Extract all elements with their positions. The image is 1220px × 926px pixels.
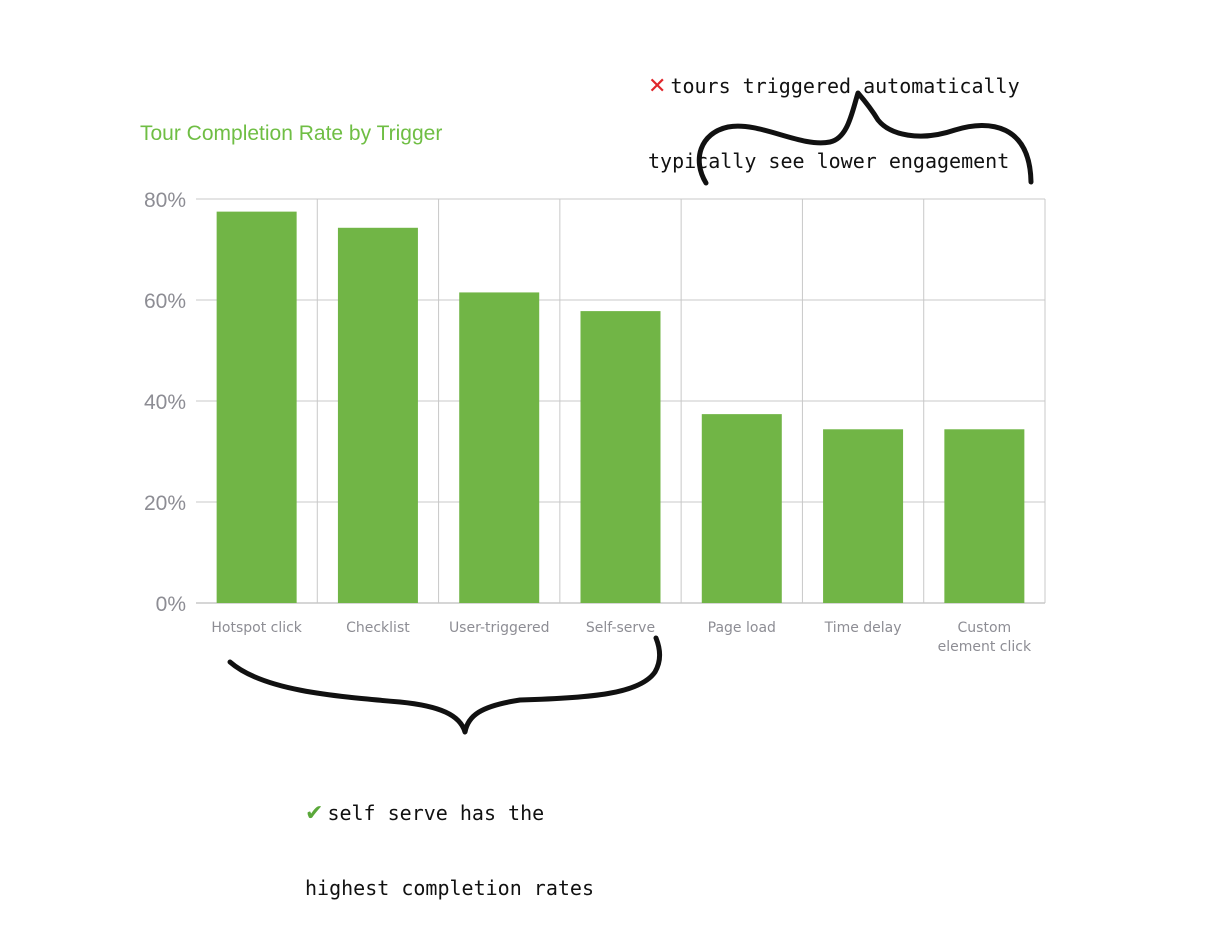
y-tick-label: 0% bbox=[156, 593, 186, 616]
x-tick-label: Self-serve bbox=[586, 620, 655, 636]
check-mark-icon: ✔ bbox=[305, 801, 324, 826]
x-tick-label: Hotspot click bbox=[211, 620, 302, 636]
x-tick-label: Custom bbox=[958, 620, 1012, 636]
x-tick-label: Checklist bbox=[346, 620, 410, 636]
bar bbox=[580, 311, 661, 603]
annotation-bottom-line-1: ✔ self serve has the bbox=[305, 801, 545, 826]
x-axis-ticks: Hotspot click Checklist User-triggered Self… bbox=[211, 620, 1032, 655]
x-tick-label: User-triggered bbox=[449, 620, 550, 636]
y-tick-label: 40% bbox=[144, 391, 186, 414]
annotation-top-line-1: ✕ tours triggered automatically bbox=[648, 74, 1020, 99]
annotation-bottom-line-2: highest completion rates bbox=[305, 876, 594, 900]
bar bbox=[216, 211, 297, 603]
x-tick-label: Time delay bbox=[824, 620, 902, 636]
bottom-brace bbox=[227, 635, 663, 735]
bar bbox=[944, 429, 1025, 603]
y-axis-ticks: 0% 20% 40% 60% 80% bbox=[144, 189, 186, 616]
chart-title: Tour Completion Rate by Trigger bbox=[140, 122, 442, 145]
annotation-bottom: ✔ self serve has the highest completion r… bbox=[305, 751, 594, 926]
top-brace bbox=[696, 90, 1034, 186]
bar bbox=[337, 227, 418, 603]
chart: Tour Completion Rate by Trigger 0% 20% 40%… bbox=[140, 90, 1046, 735]
y-tick-label: 20% bbox=[144, 492, 186, 515]
y-tick-label: 80% bbox=[144, 189, 186, 212]
x-tick-label: element click bbox=[938, 639, 1032, 655]
y-tick-label: 60% bbox=[144, 290, 186, 313]
x-tick-label: Page load bbox=[708, 620, 776, 636]
bar bbox=[459, 292, 540, 603]
bars bbox=[216, 211, 1025, 603]
grid bbox=[196, 198, 1046, 604]
bar bbox=[823, 429, 904, 603]
cross-mark-icon: ✕ bbox=[648, 74, 667, 99]
bar bbox=[701, 414, 782, 603]
annotation-top-line-2: typically see lower engagement bbox=[648, 149, 1010, 173]
annotation-top: ✕ tours triggered automatically typically… bbox=[648, 24, 1020, 199]
